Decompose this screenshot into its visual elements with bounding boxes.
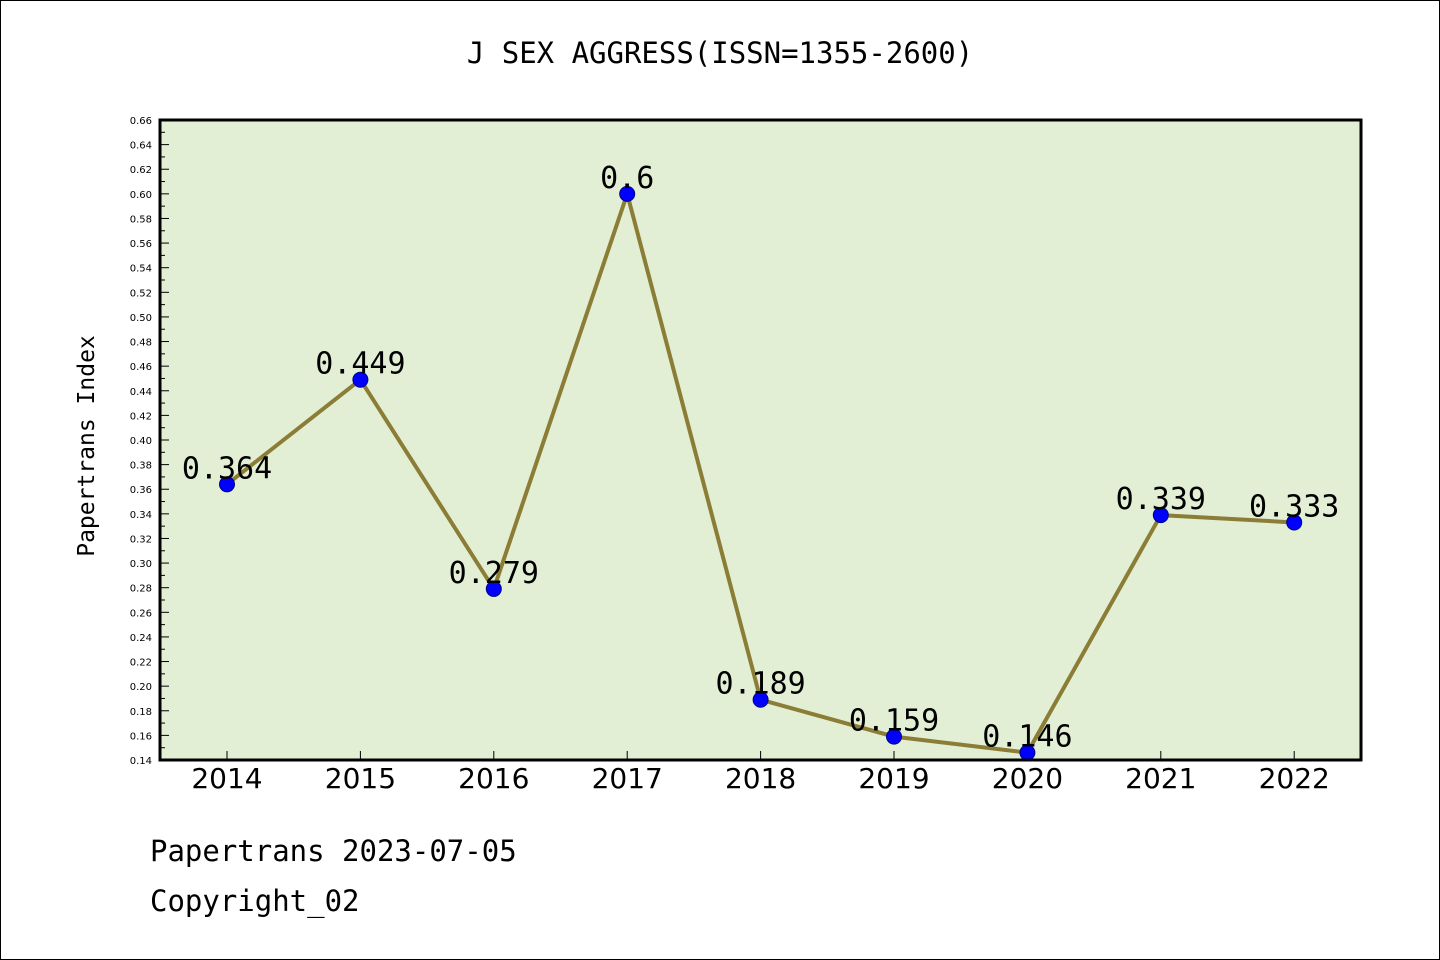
y-tick-label: 0.62: [130, 165, 152, 176]
y-tick-label: 0.66: [130, 116, 152, 127]
data-point: [485, 580, 502, 597]
x-tick-label: 2022: [1259, 762, 1330, 795]
x-tick-label: 2020: [992, 762, 1063, 795]
footer-copyright: Copyright_02: [150, 884, 360, 918]
x-tick-label: 2021: [1125, 762, 1196, 795]
y-tick-label: 0.34: [130, 510, 152, 521]
footer-date: Papertrans 2023-07-05: [150, 834, 517, 868]
y-tick-label: 0.26: [130, 608, 152, 619]
data-label: 0.6: [600, 161, 654, 196]
y-tick-label: 0.54: [130, 264, 152, 275]
y-tick-label: 0.44: [130, 387, 152, 398]
chart-title: J SEX AGGRESS(ISSN=1355-2600): [466, 36, 974, 70]
y-tick-label: 0.16: [130, 731, 152, 742]
y-tick-label: 0.52: [130, 288, 152, 299]
x-tick-label: 2016: [458, 762, 529, 795]
data-point: [619, 185, 636, 202]
y-tick-label: 0.42: [130, 411, 152, 422]
y-tick-label: 0.28: [130, 584, 152, 595]
y-tick-label: 0.56: [130, 239, 152, 250]
y-tick-label: 0.30: [130, 559, 152, 570]
x-tick-label: 2018: [725, 762, 796, 795]
plot-border: [158, 118, 1363, 762]
data-label: 0.339: [1116, 482, 1206, 517]
data-point: [886, 728, 902, 745]
x-tick-label: 2015: [325, 762, 396, 795]
data-point: [1286, 514, 1303, 531]
data-point: [219, 476, 235, 493]
y-tick-label: 0.48: [130, 338, 152, 349]
data-label: 0.449: [315, 347, 405, 382]
y-tick-label: 0.32: [130, 534, 152, 545]
data-point: [1152, 507, 1169, 524]
y-tick-label: 0.64: [130, 141, 152, 152]
y-tick-label: 0.38: [130, 461, 152, 472]
data-label: 0.279: [449, 556, 539, 591]
x-tick-label: 2019: [858, 762, 929, 795]
plot-area: [160, 120, 1361, 760]
x-tick-label: 2017: [592, 762, 663, 795]
y-tick-label: 0.60: [130, 190, 152, 201]
data-label: 0.333: [1249, 489, 1339, 524]
data-label: 0.364: [182, 451, 272, 486]
data-point: [352, 371, 369, 388]
y-tick-label: 0.40: [130, 436, 152, 447]
y-tick-label: 0.46: [130, 362, 152, 373]
data-label: 0.146: [982, 720, 1072, 755]
y-tick-label: 0.50: [130, 313, 152, 324]
data-label: 0.159: [849, 704, 939, 739]
y-tick-label: 0.36: [130, 485, 152, 496]
data-point: [752, 691, 769, 708]
data-label: 0.189: [715, 667, 805, 702]
y-tick-label: 0.18: [130, 707, 152, 718]
y-tick-label: 0.58: [130, 214, 152, 225]
y-tick-label: 0.24: [130, 633, 152, 644]
x-tick-label: 2014: [191, 762, 262, 795]
y-tick-label: 0.14: [130, 756, 152, 767]
y-tick-label: 0.22: [130, 658, 152, 669]
y-tick-label: 0.20: [130, 682, 152, 693]
